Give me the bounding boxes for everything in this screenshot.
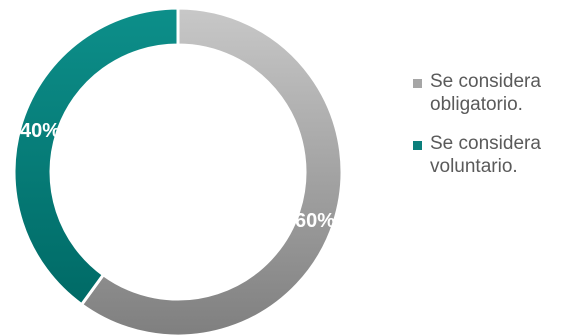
legend-item-obligatorio: Se considera obligatorio. (413, 70, 563, 116)
slice-voluntario (12, 6, 180, 307)
legend-item-voluntario: Se considera voluntario. (413, 132, 563, 178)
legend-label-obligatorio: Se considera obligatorio. (430, 71, 541, 115)
slice-obligatorio (79, 6, 344, 336)
data-label-voluntario: 40% (20, 120, 60, 142)
legend-label-voluntario: Se considera voluntario. (430, 133, 541, 177)
legend-swatch-voluntario (413, 141, 422, 150)
legend-swatch-obligatorio (413, 79, 422, 88)
legend: Se considera obligatorio. Se considera v… (413, 70, 563, 194)
data-label-obligatorio: 60% (295, 210, 335, 232)
